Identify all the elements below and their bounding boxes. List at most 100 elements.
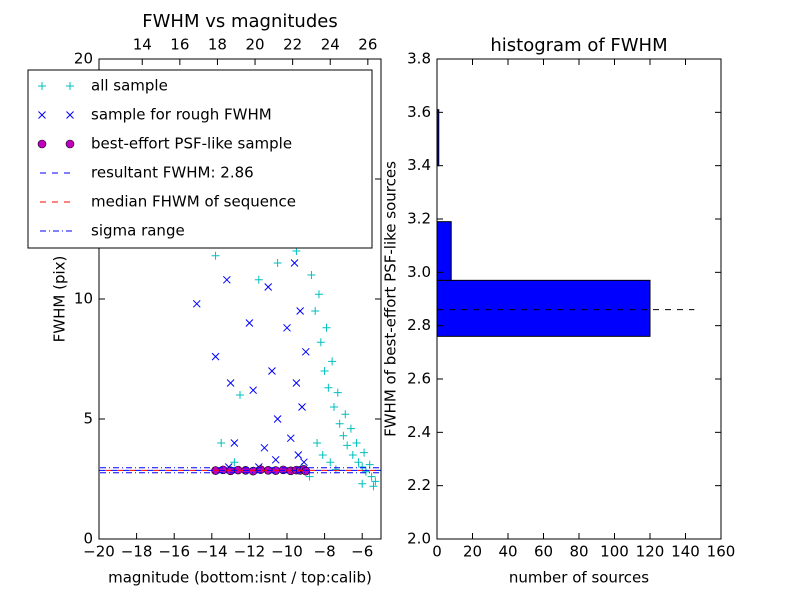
point: [230, 458, 239, 467]
legend-marker: [38, 111, 46, 119]
point: [354, 458, 363, 467]
point: [264, 283, 273, 291]
point: [296, 307, 305, 315]
point: [236, 391, 244, 399]
point: [316, 338, 325, 347]
x-tick-label: 120: [636, 543, 665, 561]
x2-tick-label: 22: [283, 36, 302, 54]
legend-label: resultant FWHM: 2.86: [91, 164, 254, 182]
bar: [436, 279, 651, 337]
point: [324, 383, 333, 392]
point: [339, 431, 348, 440]
point: [322, 323, 331, 332]
x-tick-label: −8: [314, 543, 336, 561]
bar: [436, 221, 452, 281]
y-tick-label: 0: [83, 530, 93, 548]
point: [222, 275, 231, 284]
y-tick-label: 2.0: [407, 530, 431, 548]
point: [311, 307, 320, 315]
point: [333, 388, 342, 397]
point: [331, 465, 340, 474]
y-tick-label: 2.2: [407, 476, 431, 494]
point: [230, 439, 239, 447]
legend-label: all sample: [91, 77, 168, 95]
point: [298, 403, 306, 411]
point: [328, 357, 337, 366]
point: [320, 367, 329, 375]
point: [217, 439, 226, 447]
point: [268, 367, 276, 375]
x-tick-label: 0: [432, 543, 442, 561]
legend-label: sample for rough FWHM: [91, 106, 272, 124]
x2-tick-label: 26: [358, 36, 377, 54]
point: [346, 424, 355, 433]
point: [292, 379, 301, 387]
x-tick-label: −16: [158, 543, 190, 561]
point: [294, 451, 303, 459]
y-tick-label: 2.8: [407, 316, 431, 334]
point: [358, 463, 367, 471]
point: [314, 290, 323, 299]
legend-label: sigma range: [91, 222, 185, 240]
y-tick-label: 2.6: [407, 370, 431, 388]
point: [335, 419, 344, 428]
legend-box: [27, 69, 373, 249]
x-tick-label: 40: [498, 543, 517, 561]
point: [271, 455, 280, 464]
point: [249, 386, 258, 395]
point: [290, 259, 299, 267]
point: [326, 458, 335, 467]
x-axis-label: magnitude (bottom:isnt / top:calib): [108, 569, 372, 587]
y-tick-label: 3.2: [407, 210, 431, 228]
point: [286, 434, 295, 443]
x-tick-label: −20: [83, 543, 115, 561]
point: [301, 466, 311, 476]
x2-tick-label: 16: [170, 36, 189, 54]
y-tick-label: 3.4: [407, 156, 431, 174]
point: [371, 477, 380, 486]
x2-tick-label: 14: [133, 36, 152, 54]
point: [307, 271, 316, 279]
point: [283, 323, 291, 332]
legend-label: median FHWM of sequence: [91, 193, 296, 211]
point: [273, 259, 282, 267]
x-tick-label: −14: [196, 543, 228, 561]
x-tick-label: −12: [234, 543, 266, 561]
x-tick-label: 60: [534, 543, 553, 561]
point: [348, 451, 357, 459]
point: [248, 466, 258, 476]
legend-marker: [38, 82, 46, 90]
point: [330, 403, 338, 411]
x-tick-label: 160: [707, 543, 736, 561]
y-axis-label: FWHM (pix): [51, 256, 69, 343]
x2-tick-label: 18: [208, 36, 227, 54]
point: [192, 299, 201, 308]
point: [245, 319, 254, 327]
chart-title: FWHM vs magnitudes: [142, 11, 337, 32]
point: [301, 347, 310, 356]
point: [273, 415, 282, 423]
point: [360, 448, 369, 457]
point: [318, 451, 327, 459]
axes: 2.0 2.2 2.4 2.6 2.8 3.0 3.2 3.4 3.6 3.8 0 20 40 60 80 1…: [407, 50, 735, 587]
point: [352, 439, 361, 447]
point: [260, 443, 269, 452]
point: [313, 439, 322, 447]
legend-marker: [66, 82, 74, 90]
x2-tick-label: 24: [321, 36, 340, 54]
legend-marker: [37, 139, 47, 149]
y-tick-label: 2.4: [407, 423, 431, 441]
x-tick-label: −6: [351, 543, 373, 561]
point: [341, 410, 350, 419]
y-axis-label: FWHM of best-effort PSF-like sources: [382, 161, 400, 437]
point: [343, 441, 352, 450]
legend-marker: [66, 111, 74, 119]
legend-marker: [65, 139, 75, 149]
legend-label: best-effort PSF-like sample: [91, 135, 292, 153]
point: [367, 472, 376, 481]
y-tick-label: 3.0: [407, 263, 431, 281]
x-tick-label: −10: [271, 543, 303, 561]
chart-title: histogram of FWHM: [490, 35, 667, 56]
y-tick-label: 3.6: [407, 103, 431, 121]
